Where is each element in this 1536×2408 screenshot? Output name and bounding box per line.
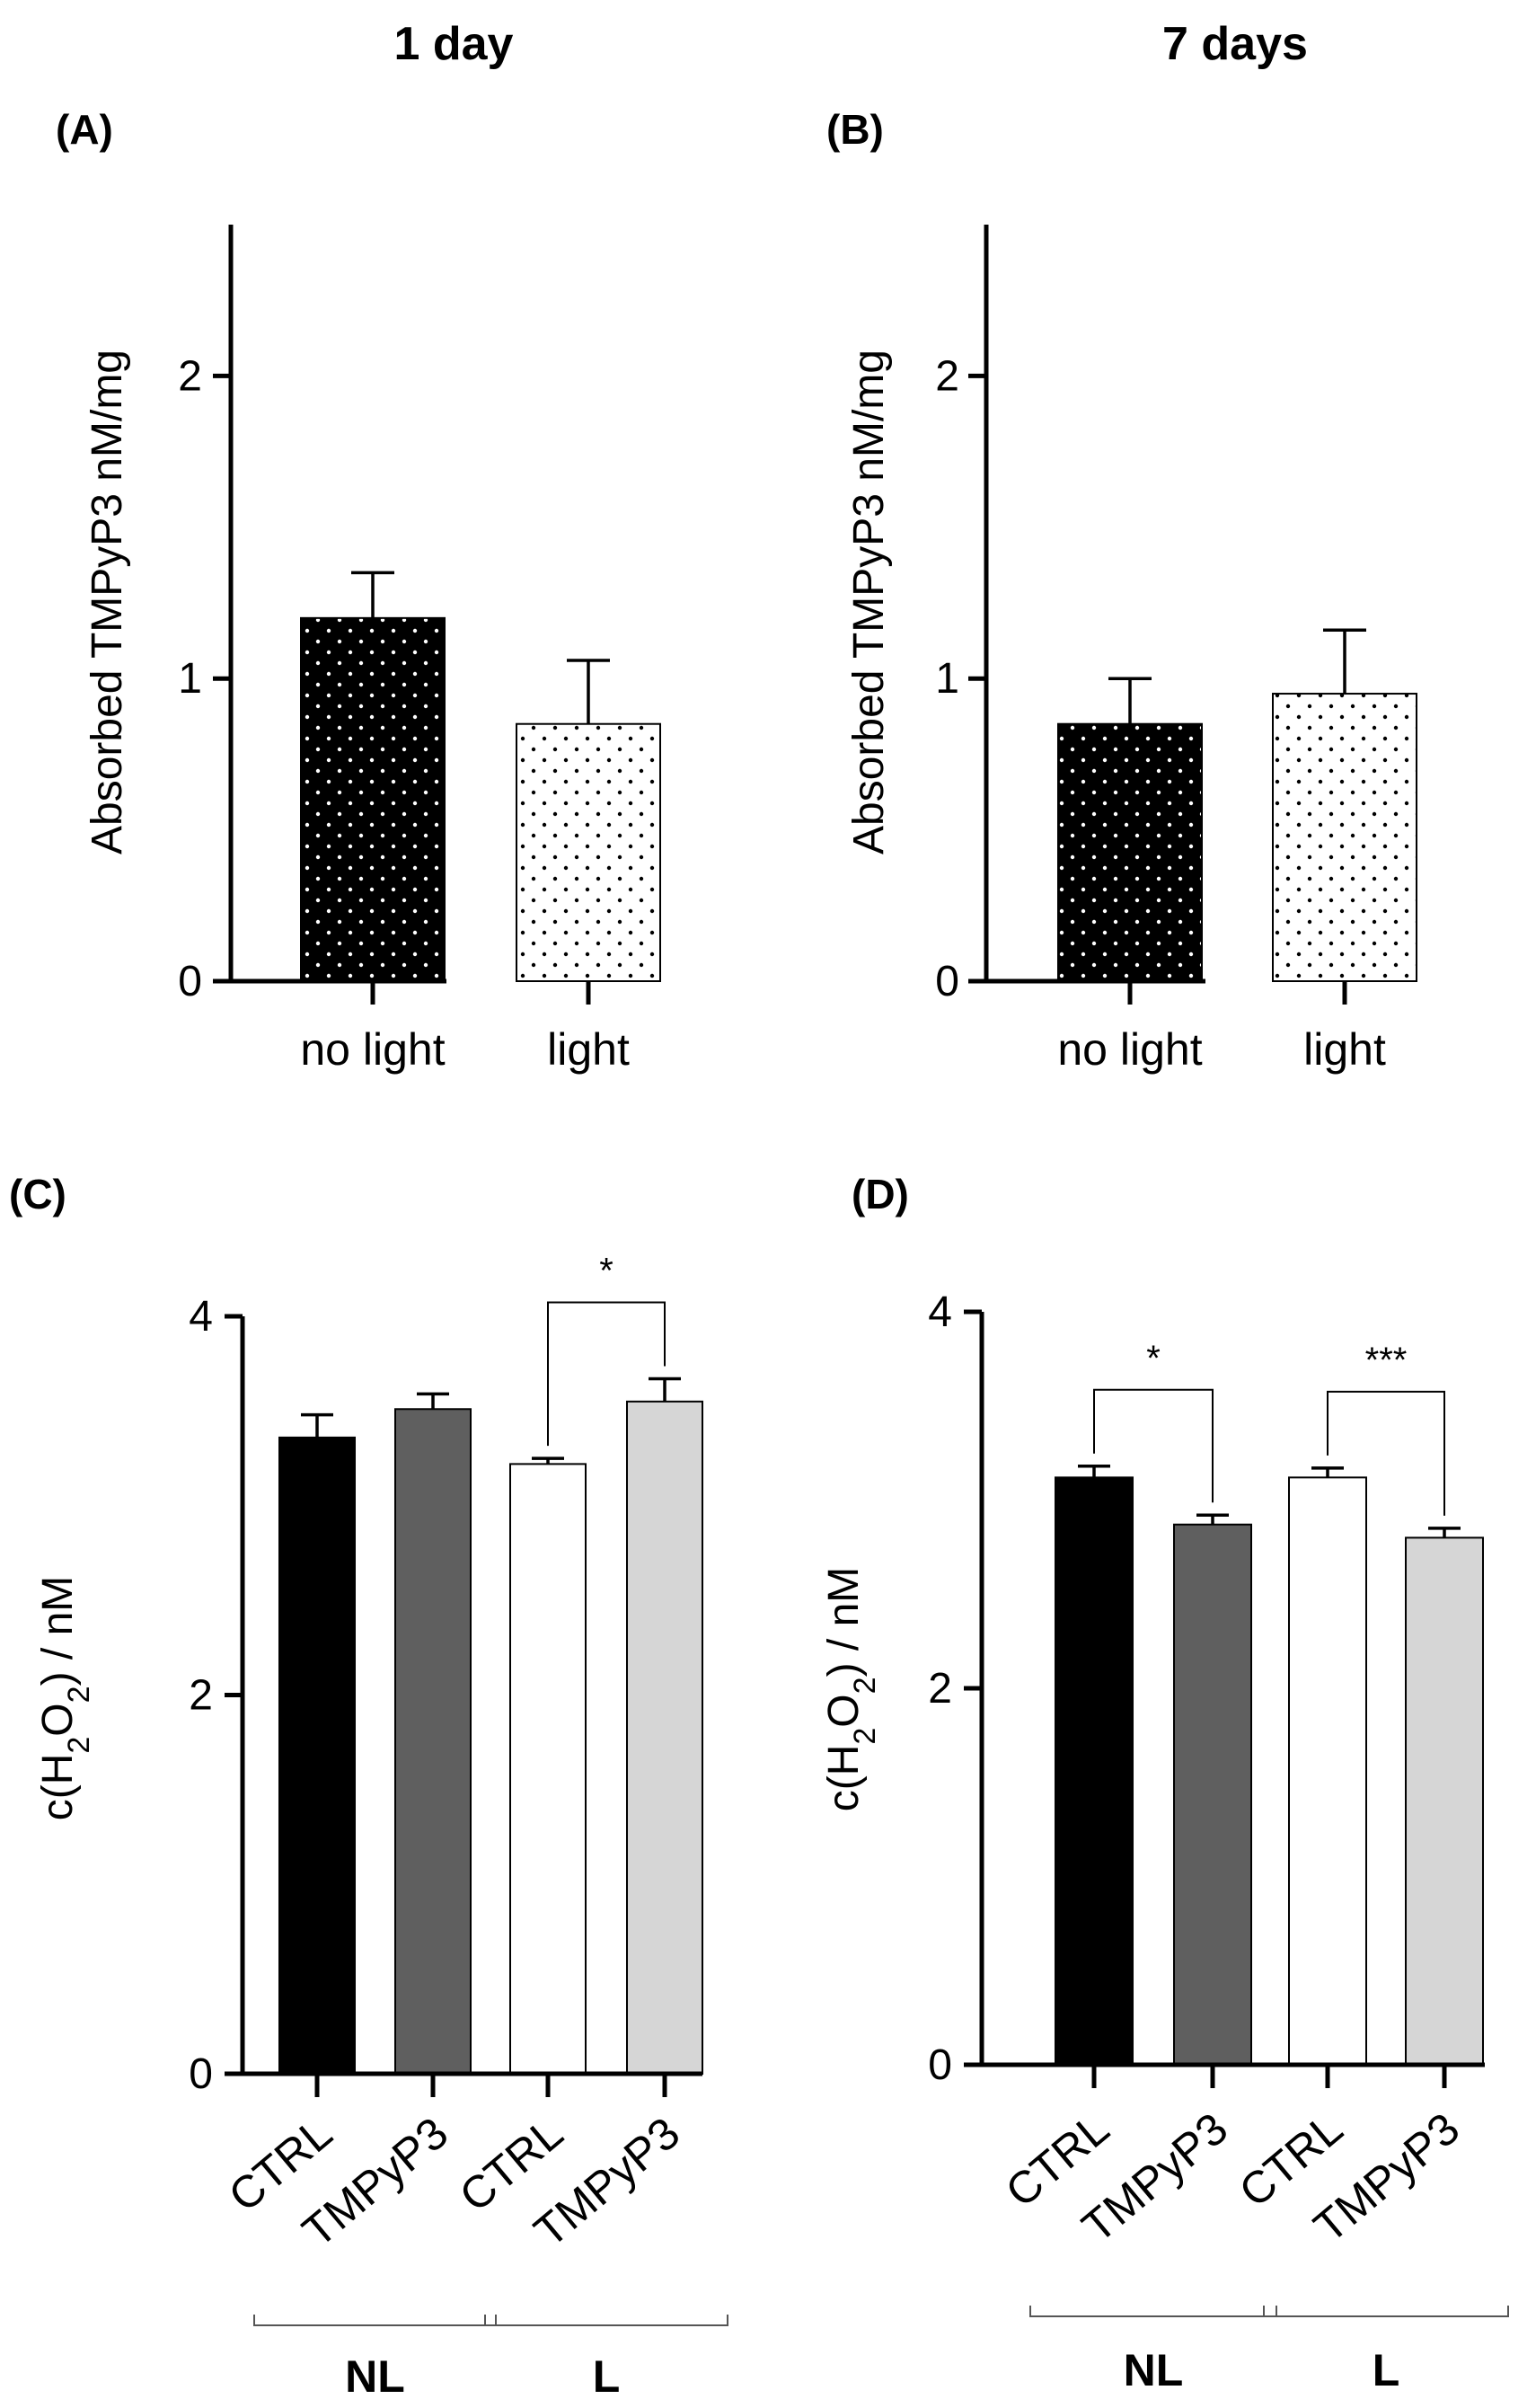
bar-tmpyp3: [626, 1400, 703, 2075]
y-tick-label: 2: [928, 1665, 952, 1713]
y-axis-label-subscript: 2: [62, 1686, 96, 1703]
y-axis-label: c(H2O2) / nM: [820, 1567, 882, 1812]
column-title-1: 1 day: [394, 18, 514, 70]
group-label: L: [593, 2351, 621, 2402]
bar-ctrl: [278, 1436, 356, 2075]
group-label: NL: [345, 2351, 405, 2402]
bar-ctrl: [509, 1463, 587, 2075]
y-axis-label-part: O: [34, 1703, 82, 1736]
y-axis-label: c(H2O2) / nM: [34, 1576, 96, 1821]
bar-no-light: [300, 616, 446, 983]
panel-b: (B) Absorbed TMPyP3 nM/mg 0 1 2 no light light: [826, 106, 1417, 1075]
y-axis-label: Absorbed TMPyP3 nM/mg: [84, 350, 131, 854]
y-axis-label-part: O: [820, 1694, 868, 1727]
panel-c: (C)c(H2O2) / nM024CTRLTMPyP3CTRLTMPyP3NL…: [9, 1171, 728, 2402]
y-axis-label-part: ) / nM: [820, 1567, 868, 1678]
y-tick-label: 4: [189, 1293, 213, 1341]
x-category-label: light: [547, 1024, 630, 1075]
y-axis-label-subscript: 2: [848, 1728, 882, 1745]
y-axis-label-part: c(H: [34, 1754, 82, 1821]
panel-label: (B): [826, 106, 884, 153]
y-axis-label-subscript: 2: [62, 1737, 96, 1754]
y-axis-label-part: ) / nM: [34, 1576, 82, 1686]
y-tick-label: 2: [178, 352, 202, 400]
y-axis-label-part: c(H: [820, 1745, 868, 1812]
bar-ctrl: [1055, 1476, 1134, 2066]
bar-light: [1272, 693, 1417, 982]
significance-bracket: [547, 1301, 666, 1447]
panel-d: (D)c(H2O2) / nM024CTRLTMPyP3CTRLTMPyP3NL…: [820, 1171, 1509, 2395]
y-axis-label-subscript: 2: [848, 1677, 882, 1694]
y-tick-label: 0: [178, 958, 202, 1005]
significance-label: *: [1146, 1339, 1161, 1378]
y-tick-label: 0: [189, 2050, 213, 2098]
x-category-label: no light: [1057, 1024, 1202, 1075]
bar-no-light: [1057, 722, 1203, 982]
x-category-label: light: [1303, 1024, 1386, 1075]
panel-a: (A) Absorbed TMPyP3 nM/mg 0 1 2 no light light: [56, 106, 661, 1075]
panel-label: (C): [9, 1171, 66, 1217]
group-bracket: [253, 2315, 497, 2326]
y-axis-label: Absorbed TMPyP3 nM/mg: [845, 350, 893, 854]
bar-tmpyp3: [394, 1408, 472, 2075]
y-tick-label: 0: [928, 2041, 952, 2089]
x-category-label: no light: [300, 1024, 445, 1075]
y-tick-label: 1: [935, 655, 959, 703]
group-bracket: [1029, 2306, 1277, 2317]
column-title-2: 7 days: [1162, 18, 1308, 70]
group-label: L: [1373, 2345, 1400, 2395]
bar-tmpyp3: [1173, 1523, 1252, 2066]
panel-label: (D): [852, 1171, 909, 1217]
panel-label: (A): [56, 106, 113, 153]
y-tick-label: 4: [928, 1288, 952, 1336]
significance-bracket: [1093, 1388, 1214, 1503]
y-tick-label: 2: [935, 352, 959, 400]
y-tick-label: 2: [189, 1672, 213, 1720]
bar-tmpyp3: [1405, 1536, 1484, 2066]
significance-label: *: [599, 1252, 614, 1291]
y-tick-label: 1: [178, 655, 202, 703]
group-bracket: [484, 2315, 728, 2326]
significance-bracket: [1327, 1390, 1445, 1516]
significance-label: ***: [1365, 1341, 1408, 1380]
y-tick-label: 0: [935, 958, 959, 1005]
bar-light: [516, 722, 661, 982]
bar-ctrl: [1288, 1476, 1367, 2066]
group-label: NL: [1124, 2345, 1184, 2395]
group-bracket: [1263, 2306, 1509, 2317]
